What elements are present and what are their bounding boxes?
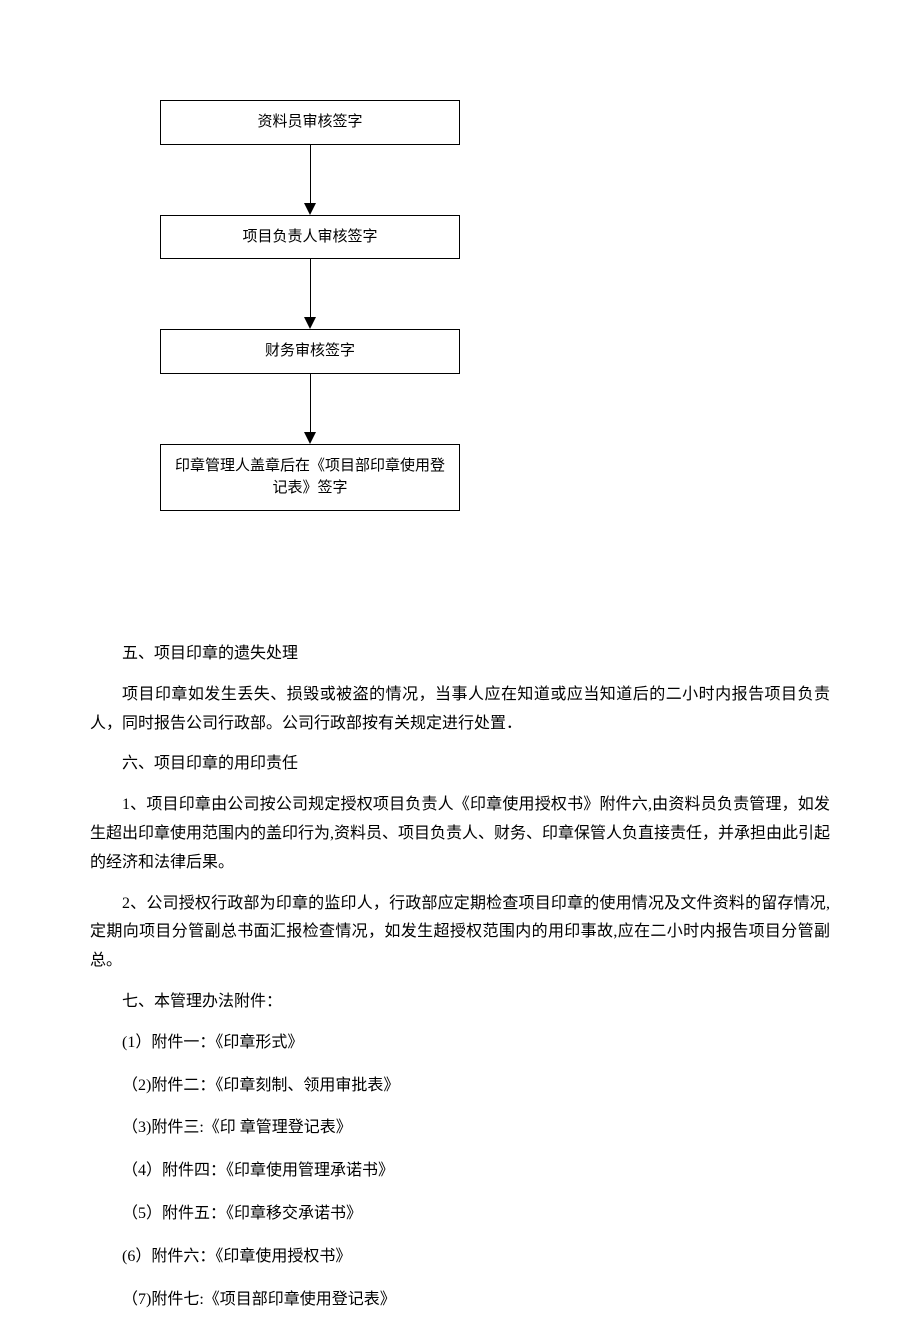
flow-arrow-3 [160,374,460,444]
attachment-item-2: （2)附件二：《印章刻制、领用审批表》 [90,1072,830,1101]
document-content: 五、项目印章的遗失处理 项目印章如发生丢失、损毁或被盗的情况，当事人应在知道或应… [90,640,830,1328]
flowchart-container: 资料员审核签字 项目负责人审核签字 财务审核签字 印章管理人盖章后在《项目部印章… [160,100,460,511]
section-5-paragraph-1: 项目印章如发生丢失、损毁或被盗的情况，当事人应在知道或应当知道后的二小时内报告项… [90,681,830,739]
flow-box-2: 项目负责人审核签字 [160,215,460,260]
section-6-title: 六、项目印章的用印责任 [90,750,830,779]
section-6-paragraph-2: 2、公司授权行政部为印章的监印人，行政部应定期检查项目印章的使用情况及文件资料的… [90,890,830,976]
section-7-title: 七、本管理办法附件： [90,988,830,1017]
attachment-item-3: （3)附件三:《印 章管理登记表》 [90,1114,830,1143]
attachment-item-7: （7)附件七:《项目部印章使用登记表》 [90,1286,830,1315]
attachment-item-4: （4）附件四：《印章使用管理承诺书》 [90,1157,830,1186]
flow-box-4: 印章管理人盖章后在《项目部印章使用登记表》签字 [160,444,460,511]
section-5-title: 五、项目印章的遗失处理 [90,640,830,669]
attachment-item-1: (1）附件一：《印章形式》 [90,1029,830,1058]
flow-arrow-2 [160,259,460,329]
attachment-item-6: (6）附件六：《印章使用授权书》 [90,1243,830,1272]
flow-box-3: 财务审核签字 [160,329,460,374]
attachment-item-5: （5）附件五：《印章移交承诺书》 [90,1200,830,1229]
flow-arrow-1 [160,145,460,215]
section-6-paragraph-1: 1、项目印章由公司按公司规定授权项目负责人《印章使用授权书》附件六,由资料员负责… [90,791,830,877]
flow-box-1: 资料员审核签字 [160,100,460,145]
